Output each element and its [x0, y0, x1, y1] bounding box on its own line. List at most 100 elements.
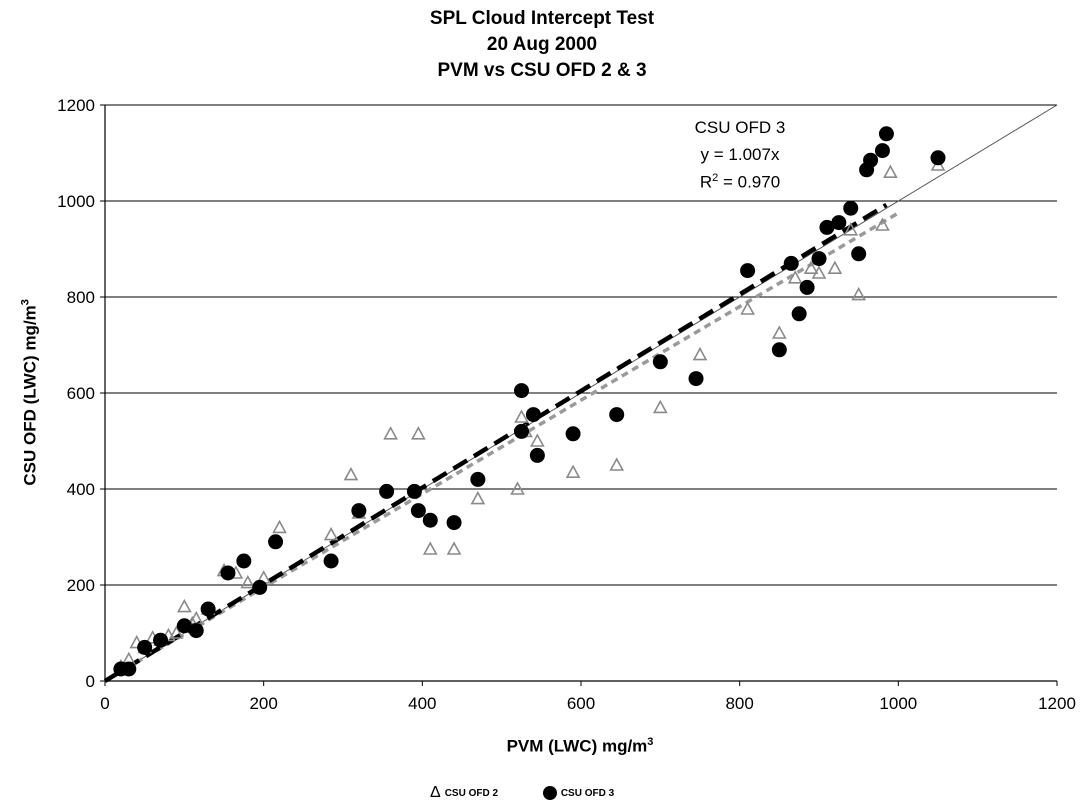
point-ofd3-24: [609, 407, 625, 423]
point-ofd3-31: [799, 279, 815, 295]
point-ofd3-8: [236, 553, 252, 569]
point-ofd3-40: [878, 126, 894, 142]
point-ofd3-35: [843, 200, 859, 216]
y-tick-label-0: 0: [86, 672, 95, 691]
point-ofd2-15: [240, 574, 256, 589]
x-axis-title: PVM (LWC) mg/m3: [0, 736, 1084, 757]
point-ofd3-10: [268, 534, 284, 550]
point-ofd3-6: [200, 601, 216, 617]
point-ofd3-36: [851, 246, 867, 262]
x-axis-label-sup: 3: [647, 736, 654, 748]
point-ofd2-26: [510, 481, 525, 495]
y-tick-label-1000: 1000: [57, 192, 95, 211]
point-ofd3-29: [783, 255, 799, 271]
point-ofd2-43: [883, 164, 898, 178]
point-ofd3-7: [220, 565, 236, 581]
point-ofd2-19: [343, 466, 359, 481]
point-ofd3-41: [930, 150, 946, 166]
y-axis-label-sup: 3: [19, 299, 32, 306]
point-ofd3-9: [252, 579, 268, 595]
point-ofd3-33: [819, 219, 835, 235]
point-ofd3-20: [514, 423, 529, 439]
point-ofd3-13: [379, 483, 395, 499]
point-ofd2-30: [565, 464, 581, 479]
y-tick-label-200: 200: [67, 576, 95, 595]
x-tick-label-800: 800: [725, 694, 753, 713]
r2-sup: 2: [712, 172, 719, 184]
point-ofd3-23: [565, 426, 581, 442]
point-ofd3-30: [791, 306, 807, 322]
x-tick-label-600: 600: [567, 694, 595, 713]
point-ofd3-28: [771, 342, 787, 358]
legend-triangle-icon: Δ: [430, 784, 441, 801]
point-ofd3-25: [652, 354, 668, 370]
point-ofd2-24: [446, 541, 462, 555]
chart-subtitle-date: 20 Aug 2000: [486, 34, 598, 55]
legend-label-ofd2: CSU OFD 2: [444, 787, 499, 799]
chart-title: SPL Cloud Intercept Test: [429, 8, 655, 29]
x-tick-label-1000: 1000: [879, 694, 917, 713]
point-ofd3-16: [422, 512, 438, 528]
point-ofd3-27: [740, 263, 756, 279]
point-ofd3-34: [831, 215, 847, 231]
trendline-ofd3: [103, 202, 888, 683]
point-ofd2-22: [411, 426, 426, 440]
point-ofd2-8: [169, 625, 184, 639]
point-ofd2-35: [771, 325, 787, 339]
point-ofd2-33: [692, 346, 708, 361]
annotation-equation: y = 1.007x: [700, 145, 780, 164]
point-ofd2-42: [875, 217, 890, 231]
point-ofd3-17: [446, 515, 462, 531]
r2-prefix: R: [699, 172, 713, 192]
x-axis-label: PVM (LWC) mg/m: [506, 736, 648, 756]
point-ofd2-9: [176, 598, 192, 613]
x-tick-label-1200: 1200: [1038, 694, 1076, 713]
point-ofd3-21: [525, 407, 541, 423]
point-ofd3-14: [406, 483, 422, 499]
point-ofd3-11: [323, 553, 339, 569]
legend: Δ CSU OFD 2 CSU OFD 3: [430, 784, 614, 802]
point-ofd2-39: [827, 260, 843, 275]
point-ofd2-40: [843, 222, 859, 236]
point-ofd2-17: [272, 519, 287, 534]
point-ofd3-5: [188, 623, 204, 639]
point-ofd3-19: [514, 383, 529, 399]
point-ofd3-12: [351, 503, 367, 519]
point-ofd3-18: [470, 471, 486, 487]
point-ofd2-37: [803, 260, 819, 275]
legend-circle-icon: [542, 786, 557, 800]
point-ofd2-34: [740, 301, 755, 315]
point-ofd2-38: [811, 265, 827, 279]
point-ofd2-29: [530, 433, 545, 447]
point-ofd2-36: [787, 270, 803, 284]
trendline-ofd2: [104, 211, 900, 683]
y-tick-label-600: 600: [67, 384, 95, 403]
point-ofd3-3: [153, 632, 169, 648]
point-ofd3-22: [529, 447, 545, 463]
point-ofd2-23: [422, 541, 438, 555]
point-ofd3-2: [137, 639, 153, 655]
y-tick-label-400: 400: [67, 480, 95, 499]
r2-value: = 0.970: [718, 172, 781, 192]
chart-subtitle-comparison: PVM vs CSU OFD 2 & 3: [437, 60, 647, 81]
point-ofd3-38: [863, 152, 879, 168]
point-ofd2-41: [851, 286, 867, 301]
legend-label-ofd3: CSU OFD 3: [560, 787, 615, 799]
point-ofd3-15: [410, 503, 426, 519]
point-ofd2-31: [609, 457, 625, 471]
annotation-r-squared: R2 = 0.970: [640, 172, 840, 193]
point-ofd3-4: [176, 618, 192, 634]
point-ofd2-25: [470, 490, 486, 505]
x-tick-label-400: 400: [408, 694, 436, 713]
point-ofd2-32: [652, 399, 668, 414]
point-ofd2-27: [514, 409, 529, 423]
point-ofd3-1: [121, 661, 137, 677]
x-tick-label-200: 200: [249, 694, 277, 713]
point-ofd3-26: [688, 371, 704, 387]
annotation-series: CSU OFD 3: [694, 118, 786, 137]
point-ofd3-32: [811, 251, 827, 267]
y-axis-title: CSU OFD (LWC) mg/m3: [20, 242, 41, 542]
point-ofd3-39: [874, 143, 890, 159]
